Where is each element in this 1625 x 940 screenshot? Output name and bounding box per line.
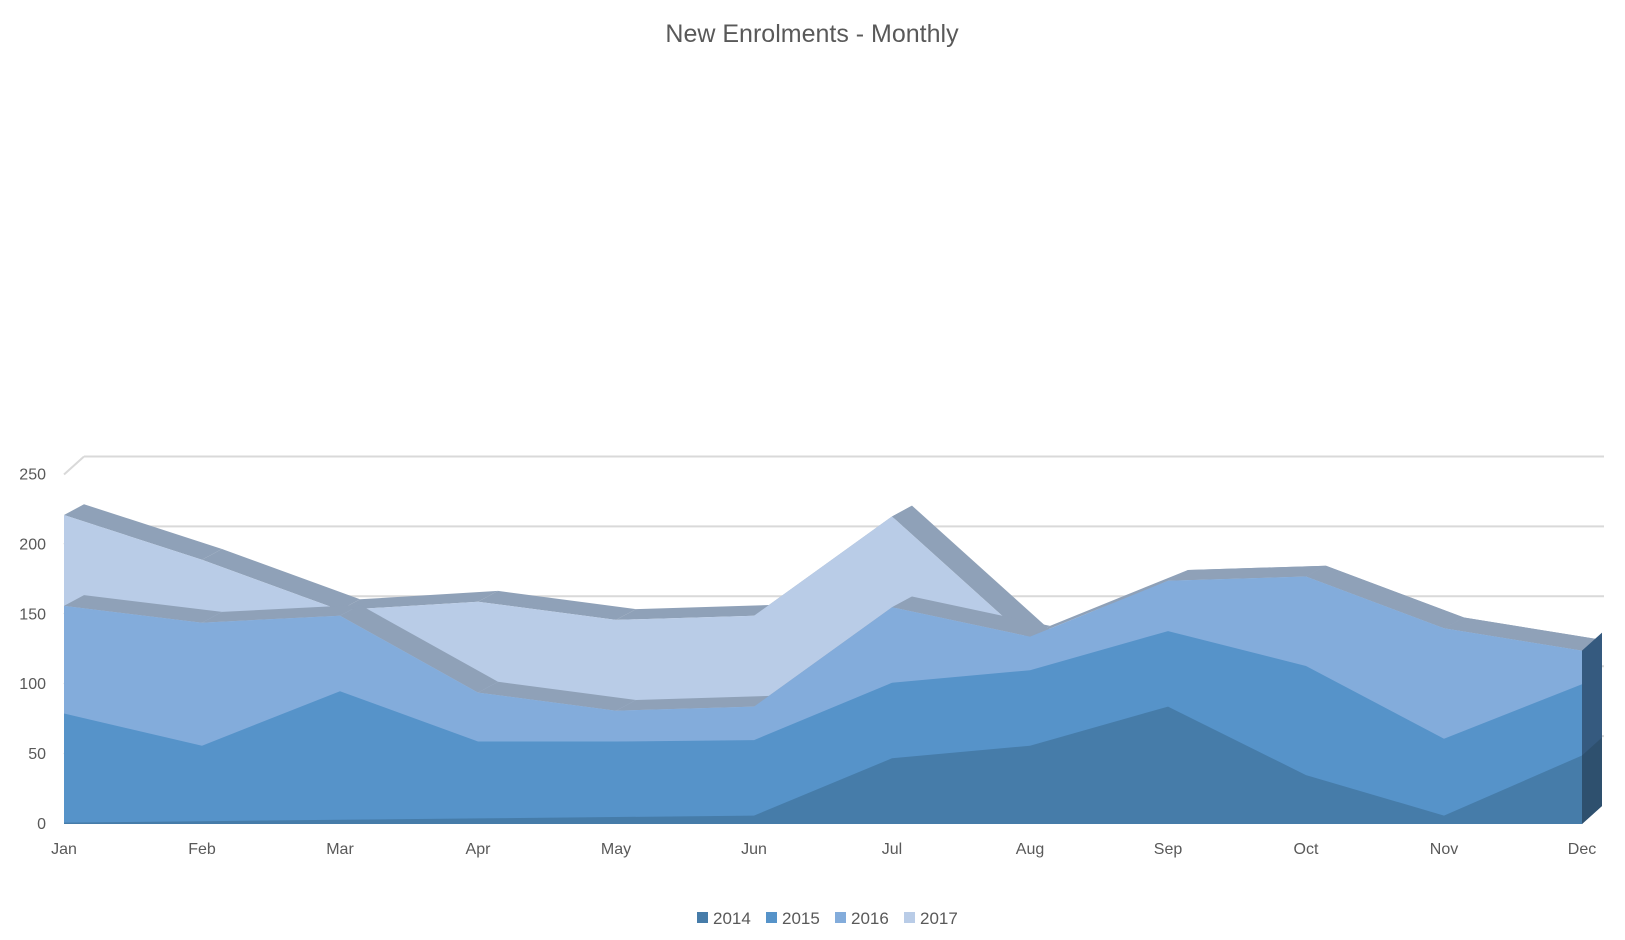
series-2014 <box>64 706 1582 824</box>
area-top-edge <box>202 548 360 611</box>
area-top-edge <box>892 596 1050 637</box>
area-top-edge <box>1444 617 1602 651</box>
x-tick-label: Sep <box>1154 841 1183 858</box>
area-top-edge <box>340 604 498 693</box>
x-axis: Jan Feb Mar Apr May Jun Jul Aug Sep Oct Nov Dec <box>51 841 1596 858</box>
x-tick-label: Nov <box>1430 841 1458 858</box>
legend-swatch <box>766 912 777 923</box>
area-top-edge <box>616 604 774 620</box>
legend-item-2016: 2016 <box>835 909 889 928</box>
chart-title: New Enrolments - Monthly <box>665 20 959 48</box>
legend-label: 2017 <box>920 909 958 928</box>
area-top-edge <box>892 505 1050 641</box>
legend-label: 2014 <box>713 909 751 928</box>
area-2014 <box>64 706 1582 824</box>
legend-item-2015: 2015 <box>766 909 820 928</box>
side-face <box>1582 632 1602 824</box>
x-tick-label: Feb <box>188 841 216 858</box>
legend: 2014 2015 2016 2017 <box>697 909 958 928</box>
plot-area <box>64 504 1602 824</box>
x-tick-label: Jan <box>51 841 77 858</box>
legend-item-2017: 2017 <box>904 909 958 928</box>
y-axis: 0 50 100 150 200 250 <box>19 467 46 834</box>
area-top-edge <box>478 590 636 620</box>
y-tick-label: 50 <box>28 746 46 763</box>
x-tick-label: Dec <box>1568 841 1596 858</box>
y-tick-label: 200 <box>19 536 46 553</box>
area-top-edge <box>1306 565 1464 629</box>
x-tick-label: Mar <box>326 841 354 858</box>
legend-label: 2015 <box>782 909 820 928</box>
x-tick-label: Aug <box>1016 841 1044 858</box>
area-top-edge <box>64 504 222 560</box>
legend-item-2014: 2014 <box>697 909 751 928</box>
area-top-edge <box>616 695 774 711</box>
area-top-edge <box>202 604 360 623</box>
area-top-edge <box>340 590 498 611</box>
area-top-edge <box>1168 565 1326 581</box>
y-tick-label: 0 <box>37 816 46 833</box>
x-tick-label: Apr <box>466 841 492 858</box>
x-tick-label: Jul <box>882 841 902 858</box>
area-top-edge <box>64 595 222 623</box>
side-face-shade <box>1582 737 1602 824</box>
legend-swatch <box>697 912 708 923</box>
area-top-edge <box>478 681 636 711</box>
x-tick-label: Jun <box>741 841 767 858</box>
y-tick-label: 100 <box>19 676 46 693</box>
x-tick-label: May <box>601 841 631 858</box>
y-tick-label: 150 <box>19 606 46 623</box>
y-tick-label: 250 <box>19 467 46 484</box>
legend-label: 2016 <box>851 909 889 928</box>
legend-swatch <box>904 912 915 923</box>
area-top-edge <box>1030 569 1188 637</box>
gridline-depth <box>63 455 85 476</box>
x-tick-label: Oct <box>1294 841 1319 858</box>
legend-swatch <box>835 912 846 923</box>
